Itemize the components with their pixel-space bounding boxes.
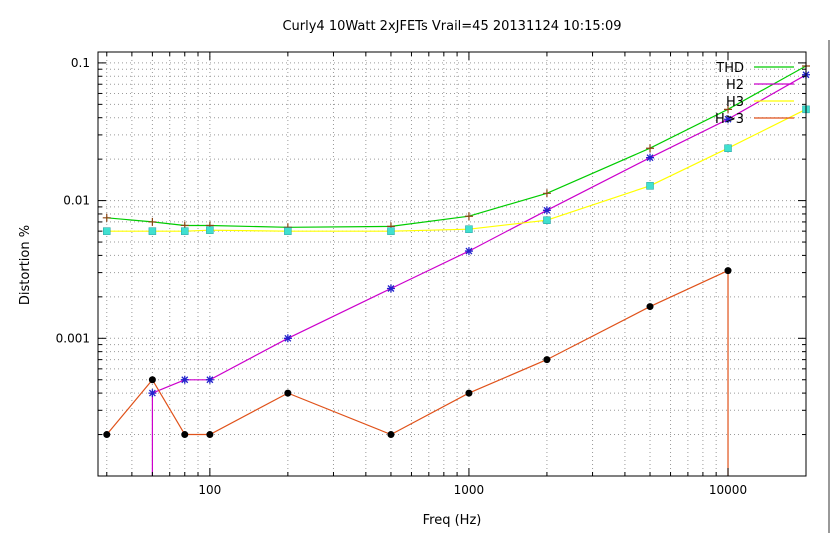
data-markers	[102, 61, 810, 439]
series-line-thd	[106, 65, 806, 228]
h2-point	[180, 375, 189, 384]
h3-point	[103, 227, 111, 235]
thd-point	[102, 213, 111, 222]
h-3-point	[724, 267, 732, 275]
series-line-h2	[152, 74, 806, 394]
h-3-point	[206, 431, 214, 439]
y-tick-label: 0.01	[63, 194, 90, 208]
y-tick-label: 0.001	[56, 331, 90, 345]
axis-ticks: 100 1000 10000 0.1 0.01 0.001	[56, 52, 807, 497]
legend-label-h3: H3	[726, 95, 744, 110]
x-axis-label: Freq (Hz)	[423, 513, 482, 528]
plot-frame	[97, 51, 807, 477]
h3-point	[465, 225, 473, 233]
chart-title: Curly4 10Watt 2xJFETs Vrail=45 20131124 …	[282, 19, 621, 34]
h3-point	[284, 227, 292, 235]
h-3-point	[646, 303, 654, 311]
h3-point	[543, 216, 551, 224]
y-axis-label: Distortion %	[18, 225, 33, 305]
series-lines	[106, 65, 806, 476]
h2-point	[386, 284, 395, 293]
thd-point	[464, 212, 473, 221]
y-tick-label: 0.1	[71, 56, 90, 70]
legend-label-thd: THD	[715, 61, 744, 76]
series-line-h-3	[106, 270, 729, 436]
thd-point	[148, 217, 157, 226]
h2-point	[464, 247, 473, 256]
h-3-point	[543, 356, 551, 364]
h2-point	[205, 375, 214, 384]
h-3-point	[181, 431, 189, 439]
h3-point	[206, 226, 214, 234]
h-3-point	[465, 389, 473, 397]
legend-label-h-3: H>3	[715, 112, 744, 127]
h3-point	[181, 227, 189, 235]
legend-label-h2: H2	[726, 78, 744, 93]
h3-point	[646, 182, 654, 190]
h-3-point	[148, 376, 156, 384]
thd-point	[646, 144, 655, 153]
h-3-point	[284, 389, 292, 397]
x-tick-label: 100	[198, 483, 221, 497]
h-3-point	[387, 431, 395, 439]
h-3-point	[103, 431, 111, 439]
thd-point	[724, 105, 733, 114]
h2-point	[148, 389, 157, 398]
h2-point	[724, 115, 733, 124]
legend: THD H2 H3 H>3	[715, 61, 794, 127]
h3-point	[387, 227, 395, 235]
grid-lines	[98, 52, 807, 477]
h3-point	[724, 144, 732, 152]
h2-point	[542, 206, 551, 215]
thd-point	[542, 189, 551, 198]
x-tick-label: 1000	[454, 483, 485, 497]
series-line-h3	[106, 108, 806, 232]
h3-point	[148, 227, 157, 235]
h2-point	[646, 153, 655, 162]
h2-point	[283, 334, 292, 343]
x-tick-label: 10000	[709, 483, 747, 497]
